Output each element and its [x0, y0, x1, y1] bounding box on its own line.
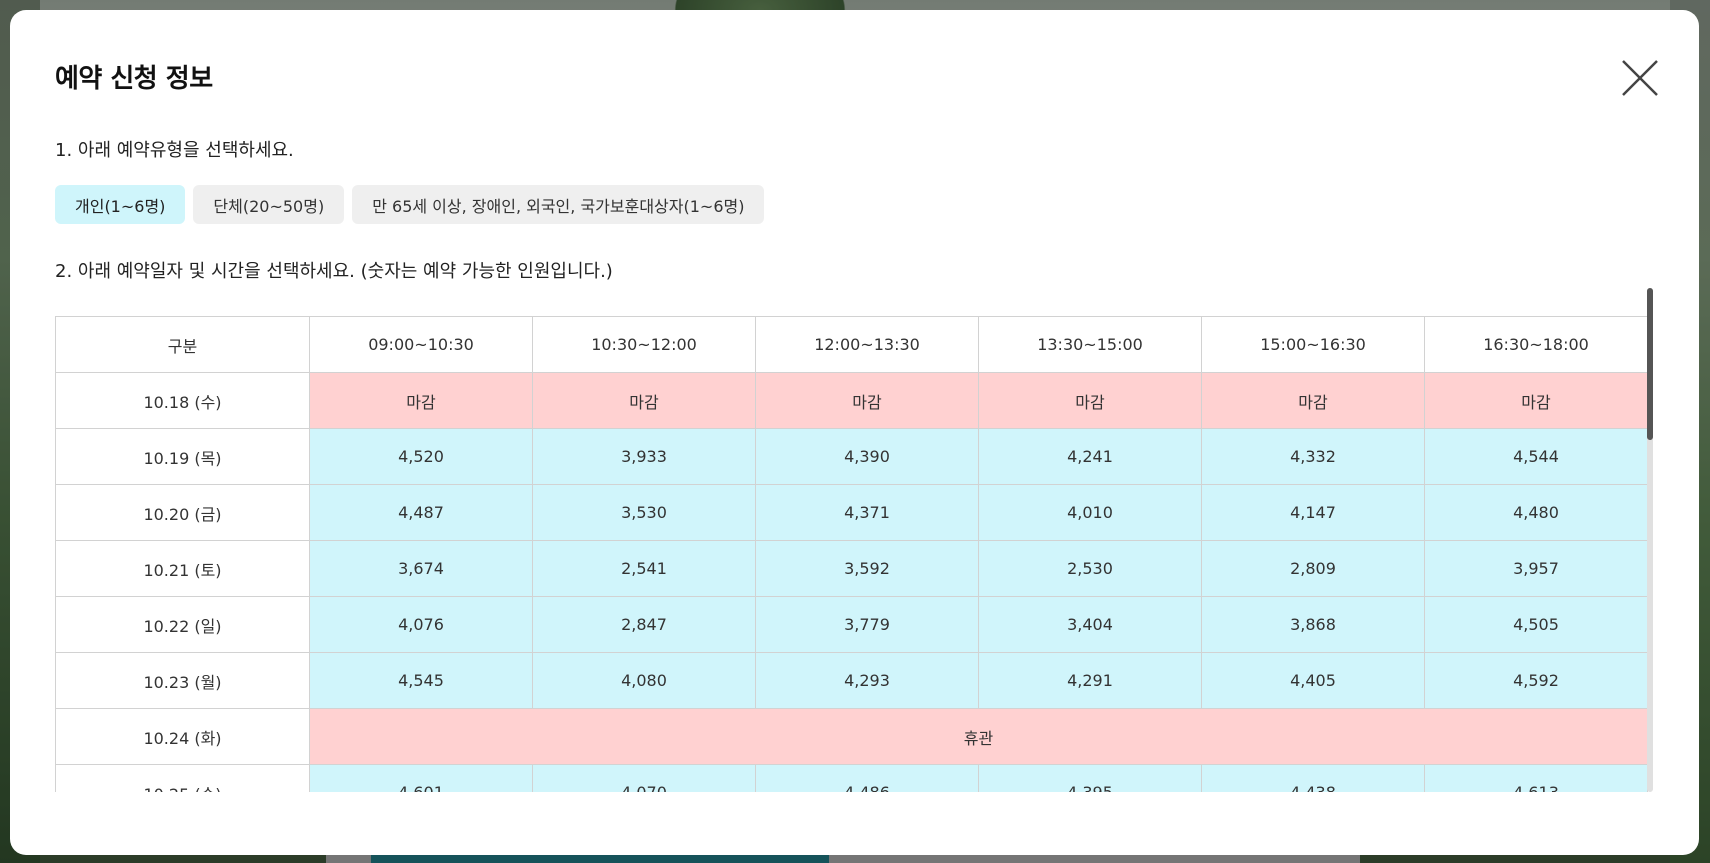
table-row: 10.23 (월) 4,545 4,080 4,293 4,291 4,405 4,592 [55, 652, 1648, 709]
reservation-modal: 예약 신청 정보 1. 아래 예약유형을 선택하세요. 개인(1~6명) 단체(… [10, 10, 1699, 855]
available-slot-cell[interactable]: 4,487 [309, 484, 533, 541]
table-scrollbar[interactable] [1647, 288, 1653, 792]
available-slot-cell[interactable]: 4,147 [1201, 484, 1425, 541]
row-date: 10.21 (토) [55, 540, 310, 597]
available-slot-cell[interactable]: 3,868 [1201, 596, 1425, 653]
available-slot-cell[interactable]: 4,390 [755, 428, 979, 485]
available-slot-cell[interactable]: 4,241 [978, 428, 1202, 485]
available-slot-cell[interactable]: 3,674 [309, 540, 533, 597]
header-slot: 13:30~15:00 [978, 316, 1202, 373]
available-slot-cell[interactable]: 4,080 [532, 652, 756, 709]
available-slot-cell[interactable]: 3,779 [755, 596, 979, 653]
available-slot-cell[interactable]: 4,405 [1201, 652, 1425, 709]
header-slot: 16:30~18:00 [1424, 316, 1648, 373]
table-header-row: 구분 09:00~10:30 10:30~12:00 12:00~13:30 1… [55, 316, 1648, 373]
available-slot-cell[interactable]: 3,530 [532, 484, 756, 541]
table-row: 10.20 (금) 4,487 3,530 4,371 4,010 4,147 4,480 [55, 484, 1648, 541]
step2-label: 2. 아래 예약일자 및 시간을 선택하세요. (숫자는 예약 가능한 인원입니… [55, 261, 613, 282]
available-slot-cell[interactable]: 4,520 [309, 428, 533, 485]
close-icon [1622, 60, 1658, 96]
table-row: 10.19 (목) 4,520 3,933 4,390 4,241 4,332 4,544 [55, 428, 1648, 485]
available-slot-cell[interactable]: 4,076 [309, 596, 533, 653]
available-slot-cell[interactable]: 4,070 [532, 764, 756, 792]
closed-slot-cell: 마감 [978, 372, 1202, 429]
available-slot-cell[interactable]: 2,809 [1201, 540, 1425, 597]
holiday-cell: 휴관 [309, 708, 1648, 765]
header-slot: 09:00~10:30 [309, 316, 533, 373]
available-slot-cell[interactable]: 4,291 [978, 652, 1202, 709]
row-date: 10.18 (수) [55, 372, 310, 429]
available-slot-cell[interactable]: 3,592 [755, 540, 979, 597]
row-date: 10.25 (수) [55, 764, 310, 792]
table-scrollbar-thumb[interactable] [1647, 288, 1653, 440]
available-slot-cell[interactable]: 4,438 [1201, 764, 1425, 792]
table-row: 10.25 (수)4,6014,0704,4864,3954,4384,613 [55, 764, 1648, 792]
header-slot: 12:00~13:30 [755, 316, 979, 373]
available-slot-cell[interactable]: 4,486 [755, 764, 979, 792]
available-slot-cell[interactable]: 3,404 [978, 596, 1202, 653]
row-date: 10.20 (금) [55, 484, 310, 541]
available-slot-cell[interactable]: 2,847 [532, 596, 756, 653]
table-body: 10.18 (수) 마감 마감 마감 마감 마감 마감 10.19 (목) 4,520 3,933… [55, 372, 1648, 792]
schedule-table-container: 구분 09:00~10:30 10:30~12:00 12:00~13:30 1… [55, 316, 1663, 792]
available-slot-cell[interactable]: 4,601 [309, 764, 533, 792]
reservation-type-tabs: 개인(1~6명) 단체(20~50명) 만 65세 이상, 장애인, 외국인, … [55, 185, 765, 224]
row-date: 10.23 (월) [55, 652, 310, 709]
available-slot-cell[interactable]: 3,933 [532, 428, 756, 485]
row-date: 10.19 (목) [55, 428, 310, 485]
available-slot-cell[interactable]: 4,371 [755, 484, 979, 541]
closed-slot-cell: 마감 [532, 372, 756, 429]
close-button[interactable] [1614, 52, 1666, 104]
available-slot-cell[interactable]: 4,010 [978, 484, 1202, 541]
available-slot-cell[interactable]: 4,480 [1424, 484, 1648, 541]
table-row: 10.18 (수) 마감 마감 마감 마감 마감 마감 [55, 372, 1648, 429]
row-date: 10.24 (화) [55, 708, 310, 765]
closed-slot-cell: 마감 [755, 372, 979, 429]
available-slot-cell[interactable]: 2,530 [978, 540, 1202, 597]
available-slot-cell[interactable]: 4,592 [1424, 652, 1648, 709]
available-slot-cell[interactable]: 4,505 [1424, 596, 1648, 653]
step1-label: 1. 아래 예약유형을 선택하세요. [55, 140, 294, 161]
type-tab-priority[interactable]: 만 65세 이상, 장애인, 외국인, 국가보훈대상자(1~6명) [352, 185, 765, 224]
available-slot-cell[interactable]: 2,541 [532, 540, 756, 597]
modal-title: 예약 신청 정보 [55, 64, 213, 94]
header-category: 구분 [55, 316, 310, 373]
available-slot-cell[interactable]: 4,545 [309, 652, 533, 709]
table-row: 10.24 (화) 휴관 [55, 708, 1648, 765]
header-slot: 15:00~16:30 [1201, 316, 1425, 373]
closed-slot-cell: 마감 [1424, 372, 1648, 429]
available-slot-cell[interactable]: 4,395 [978, 764, 1202, 792]
schedule-table: 구분 09:00~10:30 10:30~12:00 12:00~13:30 1… [55, 316, 1648, 792]
type-tab-individual[interactable]: 개인(1~6명) [55, 185, 186, 224]
table-row: 10.22 (일) 4,076 2,847 3,779 3,404 3,868 4,505 [55, 596, 1648, 653]
table-row: 10.21 (토) 3,674 2,541 3,592 2,530 2,809 3,957 [55, 540, 1648, 597]
closed-slot-cell: 마감 [1201, 372, 1425, 429]
header-slot: 10:30~12:00 [532, 316, 756, 373]
closed-slot-cell: 마감 [309, 372, 533, 429]
type-tab-group[interactable]: 단체(20~50명) [193, 185, 345, 224]
available-slot-cell[interactable]: 4,332 [1201, 428, 1425, 485]
available-slot-cell[interactable]: 4,544 [1424, 428, 1648, 485]
available-slot-cell[interactable]: 4,293 [755, 652, 979, 709]
row-date: 10.22 (일) [55, 596, 310, 653]
available-slot-cell[interactable]: 4,613 [1424, 764, 1648, 792]
available-slot-cell[interactable]: 3,957 [1424, 540, 1648, 597]
